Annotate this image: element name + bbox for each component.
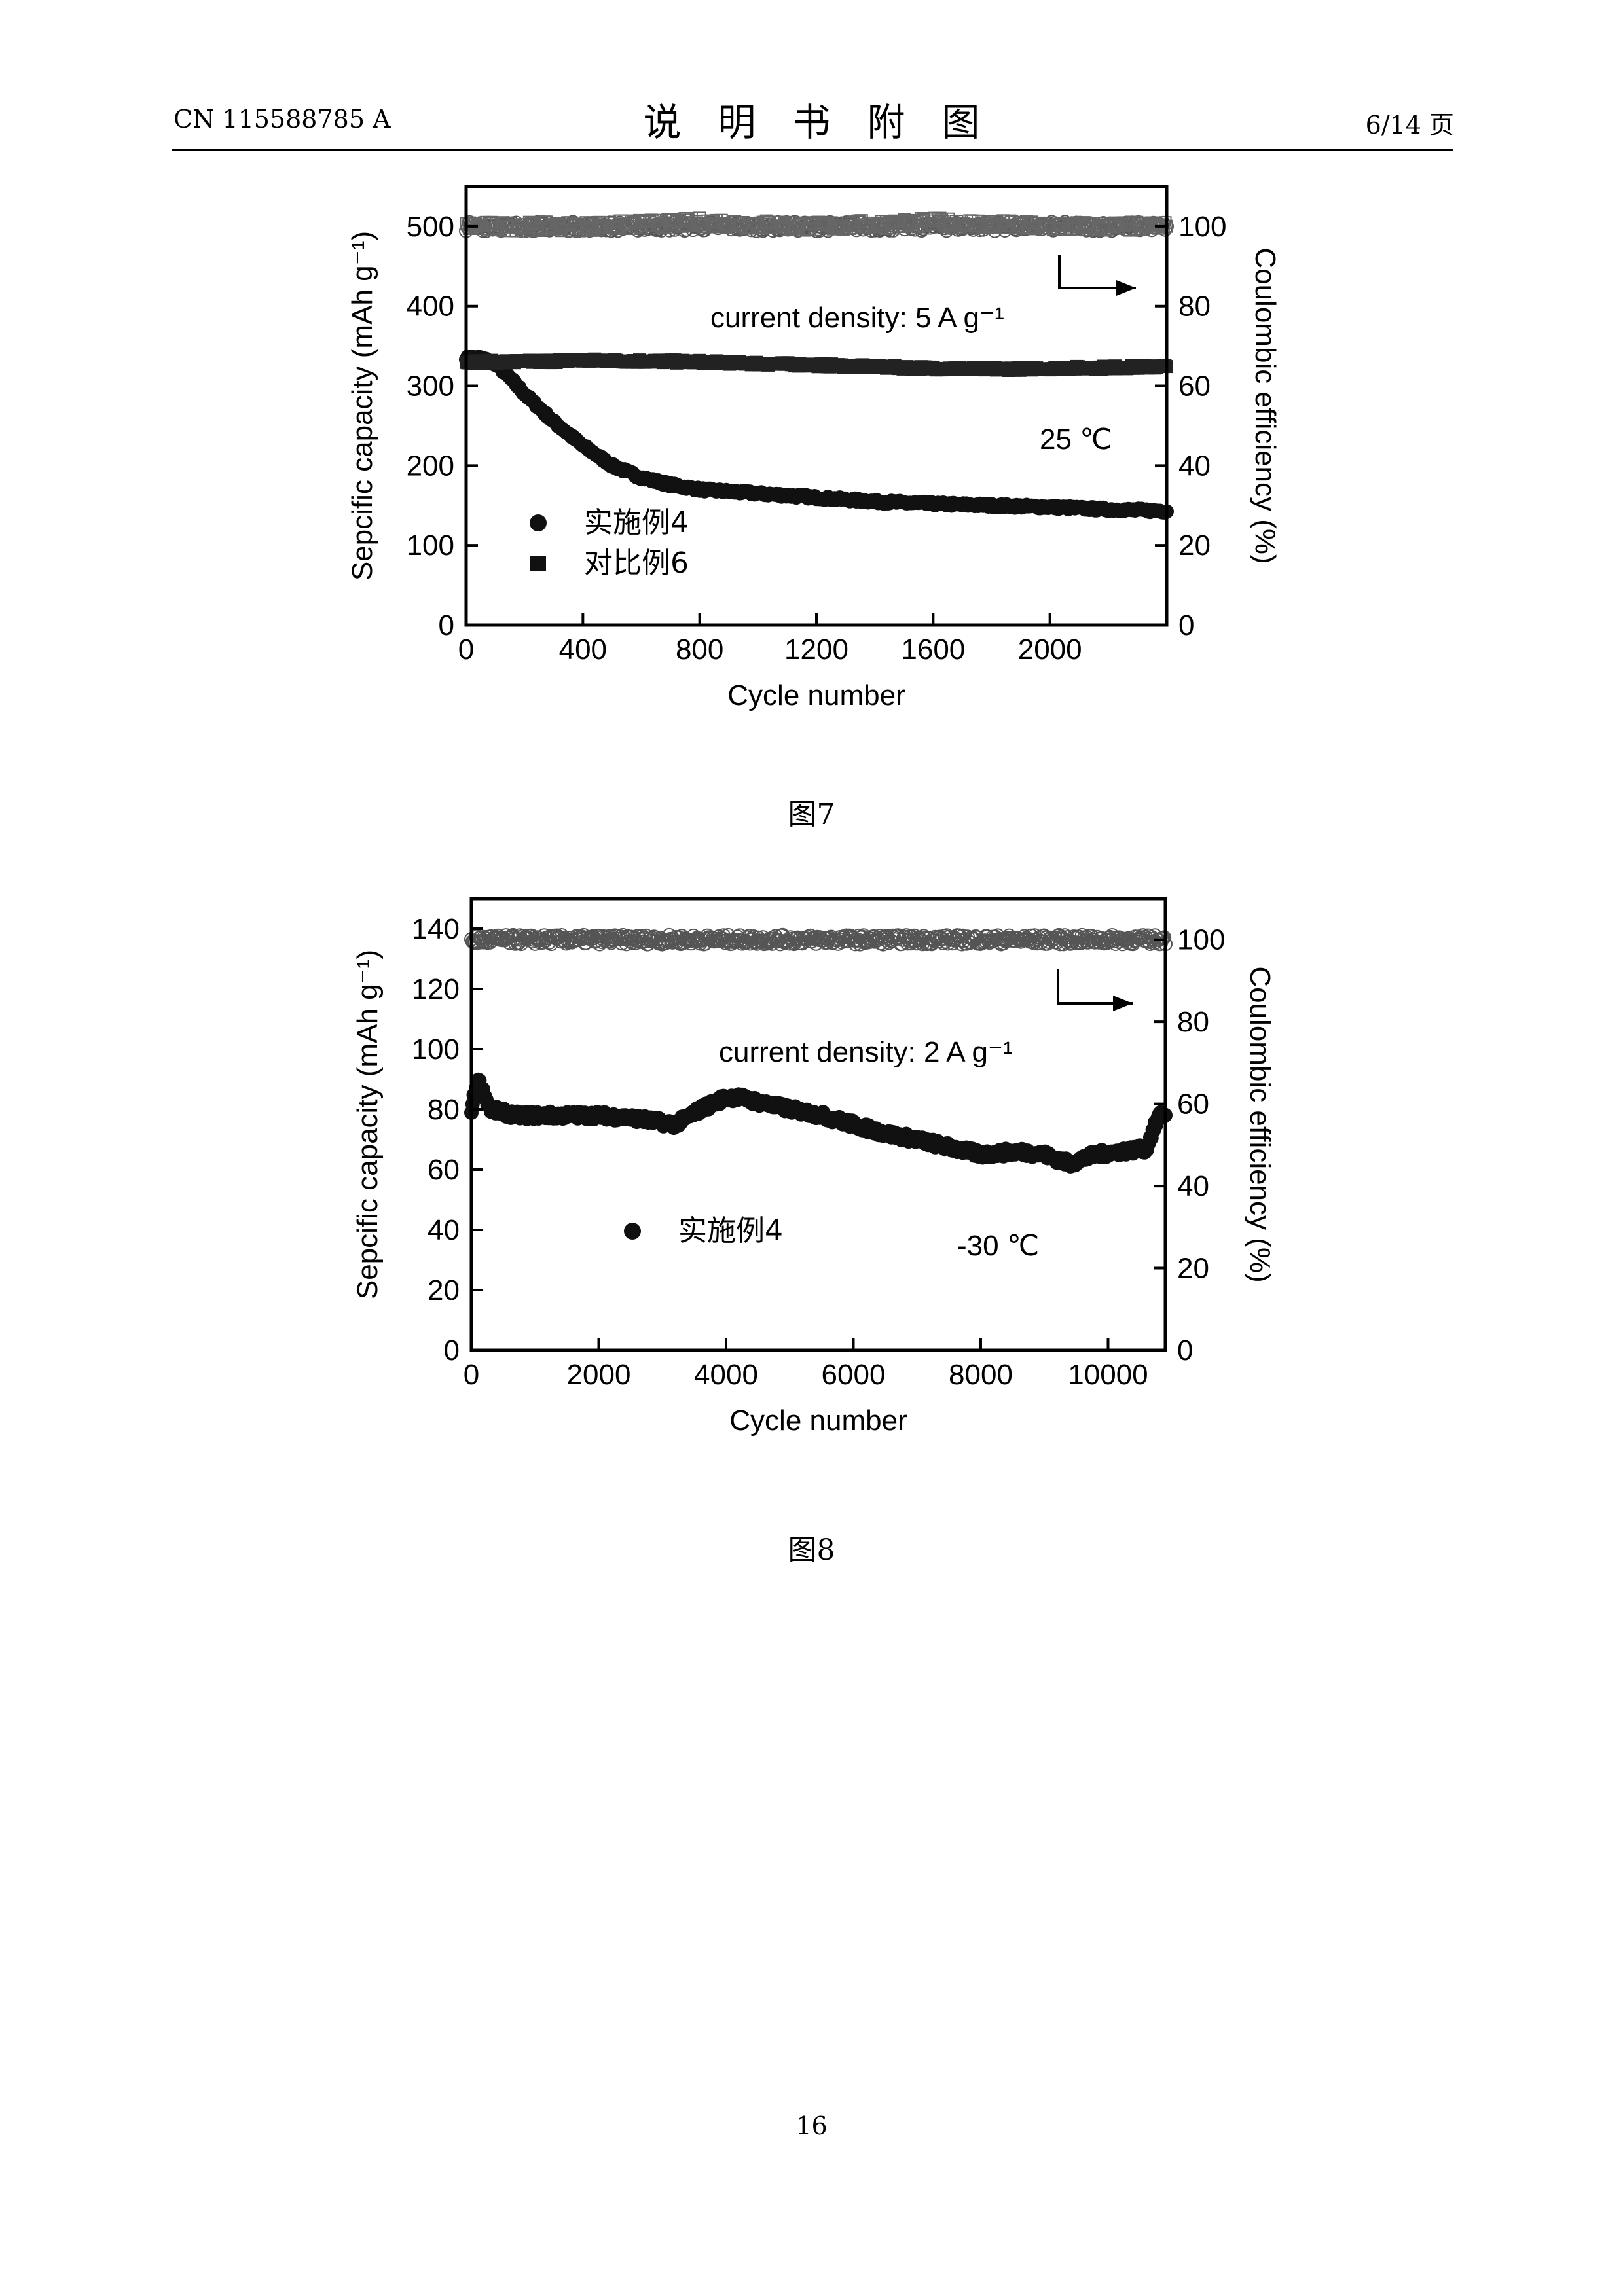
page-number: 16 [795, 2111, 828, 2140]
fig7-temperature-label: 25 ℃ [1040, 423, 1112, 456]
fig8-y-tick-label: 0 [444, 1335, 460, 1367]
fig7-legend-marker-square [530, 556, 546, 571]
fig8-data-points [464, 927, 1173, 1174]
fig8-y-tick-label: 100 [412, 1033, 460, 1066]
fig7-y-tick-label: 100 [407, 529, 454, 562]
fig8-arrow-head [1113, 996, 1133, 1011]
fig7-y-tick-label: 300 [407, 370, 454, 403]
fig7-y2-axis-label: Coulombic efficiency (%) [1249, 247, 1281, 564]
fig8-x-tick-label: 0 [464, 1359, 479, 1391]
fig8-legend-marker-circle [624, 1223, 641, 1240]
fig7-series-1 [460, 352, 1173, 377]
fig8-plot-frame [469, 897, 1167, 1352]
fig8-current-density-label: current density: 2 A g⁻¹ [719, 1036, 1013, 1068]
fig7-y2-tick-label: 100 [1178, 211, 1226, 243]
fig8-y2-axis-label: Coulombic efficiency (%) [1244, 966, 1276, 1282]
fig7-current-density-label: current density: 5 A g⁻¹ [710, 302, 1004, 334]
section-title: 说明书附图 [643, 100, 1017, 145]
fig8-y-tick-label: 140 [412, 913, 460, 945]
fig8-y-tick-label: 120 [412, 973, 460, 1005]
fig7-y-tick-label: 400 [407, 291, 454, 323]
figure-7-chart: 0 400 800 1200 1600 2000 0 100 200 300 400 500 0 20 40… [346, 185, 1281, 711]
fig7-legend-label: 对比例6 [584, 547, 689, 580]
fig8-series-0 [464, 1072, 1173, 1174]
figure-7-caption: 图7 [788, 798, 835, 831]
fig8-y-tick-label: 60 [428, 1154, 460, 1186]
fig8-x-tick-label: 4000 [694, 1359, 758, 1391]
figure-8-chart: 0 2000 4000 6000 8000 10000 0 20 40 60 80 100 120 140… [352, 897, 1276, 1437]
fig8-x-tick-label: 8000 [949, 1359, 1013, 1391]
fig8-y2-tick-label: 80 [1177, 1006, 1209, 1038]
fig8-x-axis-label: Cycle number [729, 1405, 907, 1437]
fig8-x-tick-label: 10000 [1068, 1359, 1148, 1391]
fig8-y2-tick-label: 20 [1177, 1253, 1209, 1285]
fig8-legend: 实施例4 [624, 1214, 783, 1247]
fig7-x-tick-label: 0 [458, 634, 474, 666]
fig8-y-axis-label: Sepcific capacity (mAh g⁻¹) [352, 950, 384, 1299]
fig7-y-tick-label: 0 [439, 609, 454, 641]
fig8-x-tick-label: 6000 [822, 1359, 886, 1391]
doc-number: CN 115588785 A [173, 105, 391, 134]
fig7-series-3 [460, 211, 1173, 238]
fig7-data-points [459, 211, 1174, 520]
fig7-x-tick-label: 1200 [784, 634, 848, 666]
fig8-y-tick-label: 80 [428, 1094, 460, 1126]
fig7-x-tick-label: 1600 [901, 634, 965, 666]
fig7-x-axis-label: Cycle number [727, 679, 905, 711]
fig7-y-tick-label: 500 [407, 211, 454, 243]
fig8-y-tick-label: 20 [428, 1274, 460, 1306]
fig8-point [602, 929, 617, 944]
fig8-x-tick-label: 2000 [567, 1359, 631, 1391]
fig7-legend-label: 实施例4 [584, 506, 689, 539]
figure-8-caption: 图8 [788, 1534, 835, 1567]
fig7-x-tick-label: 2000 [1018, 634, 1082, 666]
fig8-y2-tick-label: 40 [1177, 1170, 1209, 1202]
fig7-y2-tick-label: 80 [1178, 291, 1211, 323]
fig8-y2-tick-label: 60 [1177, 1088, 1209, 1121]
fig8-y2-tick-label: 100 [1177, 924, 1225, 956]
fig7-y2-tick-label: 0 [1178, 609, 1194, 641]
fig8-y2-tick-label: 0 [1177, 1335, 1193, 1367]
fig8-series-1 [464, 927, 1173, 952]
fig7-arrow-head [1116, 280, 1136, 296]
fig8-legend-label: 实施例4 [678, 1214, 783, 1247]
fig8-y-tick-label: 40 [428, 1214, 460, 1246]
fig7-legend: 实施例4 对比例6 [530, 506, 689, 580]
fig7-y-tick-label: 200 [407, 450, 454, 482]
fig7-x-tick-label: 800 [676, 634, 723, 666]
fig7-y2-tick-label: 40 [1178, 450, 1211, 482]
fig7-x-tick-label: 400 [559, 634, 607, 666]
fig7-right-axis-arrow [1058, 255, 1136, 289]
fig7-y2-tick-label: 20 [1178, 529, 1211, 562]
fig7-legend-marker-circle [530, 514, 547, 531]
fig8-point [528, 936, 543, 951]
fig7-y-axis-label: Sepcific capacity (mAh g⁻¹) [346, 231, 378, 581]
fig8-temperature-label: -30 ℃ [957, 1230, 1039, 1262]
fig7-y2-tick-label: 60 [1178, 370, 1211, 403]
page-indicator: 6/14 页 [1365, 111, 1454, 139]
header-rule [172, 149, 1453, 151]
fig8-right-axis-arrow [1057, 969, 1133, 1005]
